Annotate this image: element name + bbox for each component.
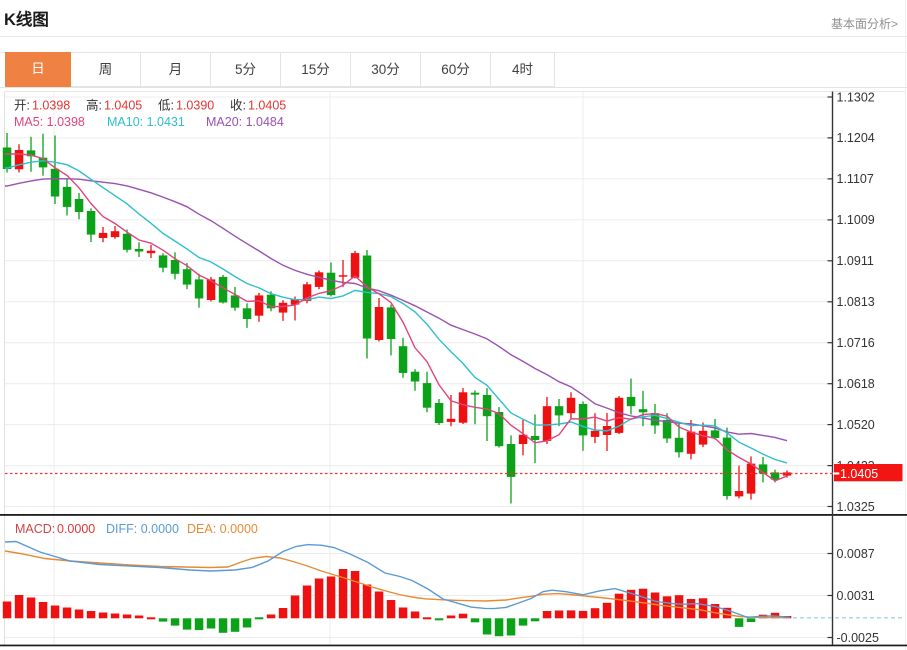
svg-text:1.0405: 1.0405 — [840, 467, 878, 481]
svg-text:0.0087: 0.0087 — [837, 547, 875, 561]
svg-text:收:: 收: — [230, 99, 246, 113]
svg-text:DIFF: 0.0000: DIFF: 0.0000 — [106, 522, 179, 536]
svg-text:-0.0025: -0.0025 — [837, 631, 879, 645]
svg-text:1.0405: 1.0405 — [104, 99, 142, 113]
svg-text:0.0031: 0.0031 — [837, 589, 875, 603]
svg-text:1.0405: 1.0405 — [248, 99, 286, 113]
svg-text:0.0000: 0.0000 — [57, 522, 95, 536]
svg-text:MACD:: MACD: — [15, 522, 55, 536]
svg-text:1.0325: 1.0325 — [837, 500, 875, 514]
svg-text:MA5: 1.0398: MA5: 1.0398 — [14, 115, 85, 129]
svg-text:高:: 高: — [86, 98, 102, 113]
svg-text:1.0618: 1.0618 — [837, 377, 875, 391]
svg-text:开:: 开: — [14, 99, 30, 113]
svg-text:DEA: 0.0000: DEA: 0.0000 — [187, 522, 258, 536]
svg-text:1.0398: 1.0398 — [32, 99, 70, 113]
svg-text:1.0390: 1.0390 — [176, 99, 214, 113]
svg-text:低:: 低: — [158, 99, 174, 113]
svg-text:1.0716: 1.0716 — [837, 336, 875, 350]
svg-text:1.0813: 1.0813 — [837, 295, 875, 309]
svg-text:1.1107: 1.1107 — [837, 172, 874, 186]
svg-text:1.1009: 1.1009 — [837, 213, 875, 227]
svg-text:1.0911: 1.0911 — [837, 254, 874, 268]
svg-text:MA20: 1.0484: MA20: 1.0484 — [206, 115, 284, 129]
svg-text:1.1204: 1.1204 — [837, 131, 875, 145]
svg-text:1.0520: 1.0520 — [837, 418, 875, 432]
svg-text:MA10: 1.0431: MA10: 1.0431 — [107, 115, 185, 129]
svg-text:1.1302: 1.1302 — [837, 90, 875, 104]
